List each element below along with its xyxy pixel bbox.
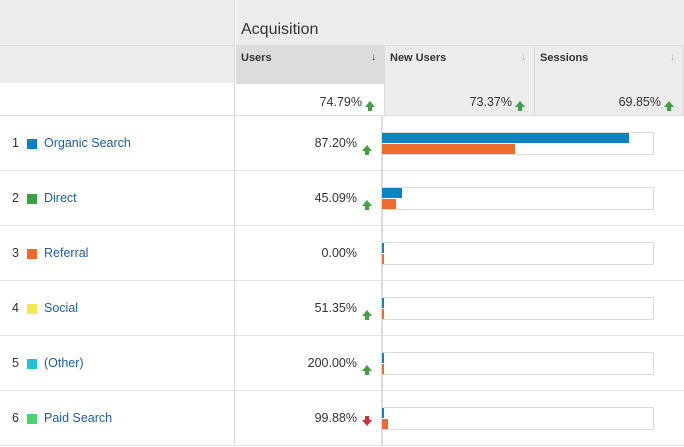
users-change-cell: 99.88%: [236, 391, 382, 446]
total-users: 74.79%: [236, 84, 385, 116]
series-color-swatch: [27, 359, 37, 369]
column-label-sessions: Sessions: [540, 52, 589, 64]
table-row: 3 Referral 0.00%: [0, 226, 684, 281]
total-sessions: 69.85%: [535, 84, 684, 116]
sort-arrow-icon[interactable]: ↓: [670, 52, 675, 63]
bar-current-period: [382, 133, 629, 143]
acquisition-group-header: Acquisition: [236, 0, 684, 46]
row-index: 4: [12, 301, 19, 315]
series-color-swatch: [27, 304, 37, 314]
trend-up-icon: [362, 193, 372, 211]
bar-current-period: [382, 243, 384, 253]
comparison-bar-chart: [382, 407, 654, 430]
comparison-bar-chart: [382, 242, 654, 265]
comparison-bar-chart: [382, 187, 654, 210]
row-index: 1: [12, 136, 19, 150]
row-index: 6: [12, 411, 19, 425]
total-new-users: 73.37%: [385, 84, 535, 116]
bar-previous-period: [382, 199, 396, 209]
bar-previous-period: [382, 419, 388, 429]
trend-up-icon: [664, 96, 674, 111]
acquisition-title: Acquisition: [241, 21, 319, 38]
series-color-swatch: [27, 139, 37, 149]
users-change-value: 87.20%: [314, 136, 357, 150]
users-change-cell: 200.00%: [236, 336, 382, 391]
row-index: 3: [12, 246, 19, 260]
row-index: 5: [12, 356, 19, 370]
users-change-cell: 0.00%: [236, 226, 382, 281]
row-index: 2: [12, 191, 19, 205]
series-color-swatch: [27, 194, 37, 204]
trend-down-icon: [362, 413, 372, 431]
trend-up-icon: [362, 358, 372, 376]
bar-previous-period: [382, 364, 384, 374]
trend-up-icon: [515, 96, 525, 111]
comparison-bar-chart: [382, 132, 654, 155]
trend-up-icon: [362, 138, 372, 156]
channel-link[interactable]: Organic Search: [44, 136, 131, 150]
series-color-swatch: [27, 249, 37, 259]
totals-blank-cell: [0, 84, 235, 116]
channel-link[interactable]: Referral: [44, 246, 89, 260]
channel-link[interactable]: (Other): [44, 356, 84, 370]
bar-previous-period: [382, 309, 384, 319]
table-row: 6 Paid Search 99.88%: [0, 391, 684, 446]
table-row: 5 (Other) 200.00%: [0, 336, 684, 391]
trend-up-icon: [365, 96, 375, 111]
sort-arrow-icon[interactable]: ↓: [371, 52, 376, 63]
column-header-sessions[interactable]: Sessions ↓: [535, 46, 684, 84]
users-change-cell: 51.35%: [236, 281, 382, 336]
bar-current-period: [382, 353, 384, 363]
bar-current-period: [382, 298, 384, 308]
comparison-bar-chart: [382, 352, 654, 375]
channel-link[interactable]: Direct: [44, 191, 77, 205]
total-sessions-value: 69.85%: [618, 95, 661, 109]
bar-previous-period: [382, 254, 384, 264]
users-change-value: 51.35%: [314, 301, 357, 315]
channel-cell: 6 Paid Search: [0, 391, 235, 446]
users-change-value: 45.09%: [314, 191, 357, 205]
users-change-cell: 45.09%: [236, 171, 382, 226]
bar-previous-period: [382, 144, 515, 154]
channel-cell: 1 Organic Search: [0, 116, 235, 171]
header-blank-cell: [0, 0, 235, 83]
total-users-value: 74.79%: [319, 95, 362, 109]
users-change-value: 99.88%: [314, 411, 357, 425]
users-change-cell: 87.20%: [236, 116, 382, 171]
channel-cell: 3 Referral: [0, 226, 235, 281]
column-header-new-users[interactable]: New Users ↓: [385, 46, 535, 84]
bar-current-period: [382, 188, 402, 198]
bar-current-period: [382, 408, 384, 418]
table-row: 4 Social 51.35%: [0, 281, 684, 336]
table-row: 2 Direct 45.09%: [0, 171, 684, 226]
table-row: 1 Organic Search 87.20%: [0, 116, 684, 171]
users-change-value: 0.00%: [321, 246, 357, 260]
channel-cell: 4 Social: [0, 281, 235, 336]
channel-cell: 5 (Other): [0, 336, 235, 391]
comparison-bar-chart: [382, 297, 654, 320]
column-label-users: Users: [241, 52, 272, 64]
users-change-value: 200.00%: [307, 356, 357, 370]
channel-link[interactable]: Paid Search: [44, 411, 113, 425]
trend-up-icon: [362, 303, 372, 321]
column-header-users[interactable]: Users ↓: [236, 46, 385, 84]
total-new-users-value: 73.37%: [469, 95, 512, 109]
channel-link[interactable]: Social: [44, 301, 79, 315]
series-color-swatch: [27, 414, 37, 424]
sort-arrow-icon[interactable]: ↓: [521, 52, 526, 63]
channel-cell: 2 Direct: [0, 171, 235, 226]
column-label-new-users: New Users: [390, 52, 447, 64]
